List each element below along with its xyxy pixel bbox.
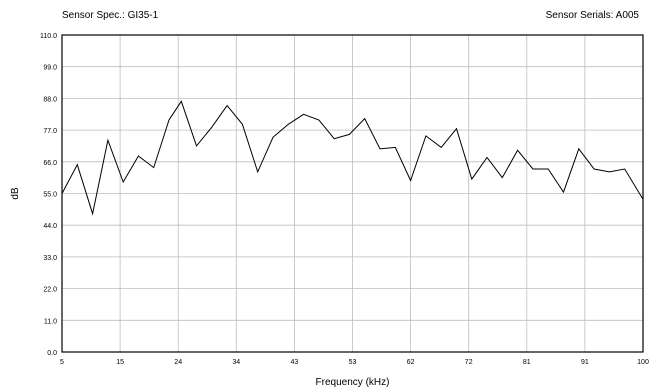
y-tick-label: 77.0 (43, 128, 57, 135)
y-tick-label: 0.0 (47, 350, 57, 357)
grid (62, 35, 643, 352)
y-tick-label: 66.0 (43, 160, 57, 167)
y-tick-label: 88.0 (43, 96, 57, 103)
x-tick-label: 62 (407, 359, 415, 366)
x-tick-label: 100 (637, 359, 649, 366)
x-tick-label: 34 (232, 359, 240, 366)
x-axis: 5 15 24 34 43 53 62 72 81 91 100 (60, 359, 649, 366)
x-tick-label: 43 (291, 359, 299, 366)
y-tick-label: 11.0 (44, 318, 57, 325)
series-line (61, 100, 644, 216)
sensor-serials-label: Sensor Serials: A005 (545, 10, 639, 21)
x-tick-label: 24 (174, 359, 182, 366)
x-tick-label: 91 (581, 359, 589, 366)
y-axis: 0.0 11.0 22.0 33.0 44.0 55.0 66.0 77.0 88.0 99.0 1… (40, 33, 57, 357)
y-tick-label: 55.0 (43, 192, 57, 199)
x-tick-label: 81 (523, 359, 531, 366)
x-tick-label: 15 (116, 359, 124, 366)
sensor-spec-label: Sensor Spec.: GI35-1 (62, 10, 159, 21)
y-tick-label: 99.0 (43, 65, 57, 72)
x-tick-label: 5 (60, 359, 64, 366)
y-tick-label: 22.0 (43, 287, 57, 294)
y-tick-label: 33.0 (43, 255, 57, 262)
x-axis-label: Frequency (kHz) (316, 377, 390, 388)
y-tick-label: 110.0 (40, 33, 57, 40)
x-tick-label: 53 (349, 359, 357, 366)
y-axis-label: dB (10, 187, 21, 200)
y-tick-label: 44.0 (43, 223, 57, 230)
x-tick-label: 72 (465, 359, 473, 366)
